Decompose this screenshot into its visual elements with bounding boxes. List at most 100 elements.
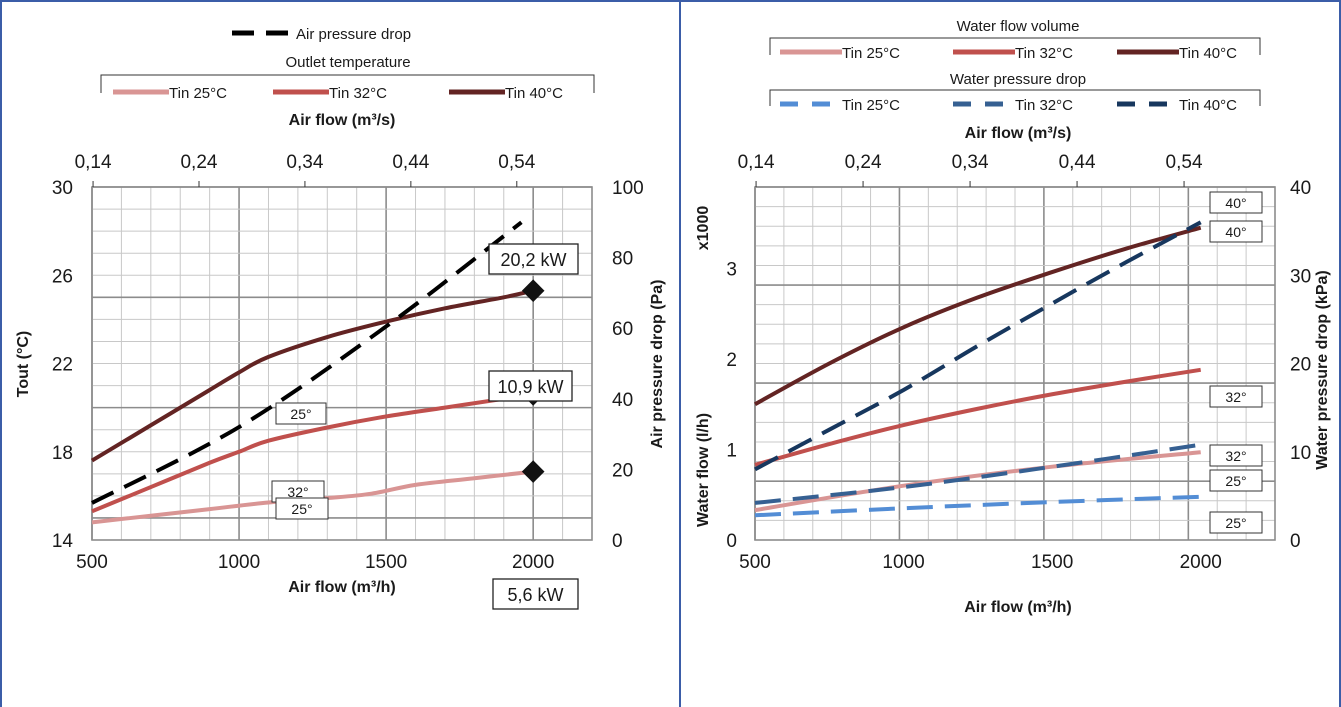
y-right-tick-label: 10: [1290, 443, 1311, 464]
x-bottom-tick-label: 1000: [882, 552, 924, 573]
y-right-tick-label: 80: [612, 249, 633, 270]
x-top-tick-label: 0,14: [75, 152, 112, 173]
x-bottom-tick-label: 2000: [1180, 552, 1222, 573]
x-bottom-tick-label: 500: [76, 552, 108, 573]
y-left-tick-label: 22: [52, 355, 73, 376]
y-left-axis-title: Water flow (l/h): [695, 413, 712, 527]
capacity-marker: [521, 279, 545, 303]
curve-tag: 32°: [1225, 448, 1246, 464]
series-line-water-flow: [754, 225, 1202, 406]
legend-label-water-flow: Tin 32°C: [1015, 45, 1073, 62]
water-flow-chart: Water flow volume Tin 25°C Tin 32°C Tin 40°…: [695, 18, 1331, 616]
legend-title-water-pressure-drop: Water pressure drop: [950, 71, 1086, 88]
series-line-outlet-temp: [90, 288, 534, 463]
capacity-callout-box: [492, 578, 579, 610]
y-left-multiplier: x1000: [695, 206, 712, 251]
x-bottom-tick-label: 500: [739, 552, 771, 573]
series-line-water-pressure-drop: [754, 220, 1202, 472]
curve-tag-box: [1209, 191, 1263, 214]
x-bottom-tick-label: 1500: [365, 552, 407, 573]
x-top-tick-label: 0,34: [286, 152, 323, 173]
y-right-tick-label: 30: [1290, 266, 1311, 287]
x-top-tick-label: 0,34: [952, 152, 989, 173]
y-right-axis-title: Air pressure drop (Pa): [649, 280, 666, 449]
curve-tag-box: [1209, 511, 1263, 534]
x-top-tick-label: 0,24: [845, 152, 882, 173]
y-right-tick-label: 100: [612, 178, 644, 199]
curve-tag-box: [1209, 220, 1263, 243]
y-left-tick-label: 2: [726, 350, 737, 371]
curve-tag: 25°: [291, 501, 312, 517]
y-right-tick-label: 0: [1290, 531, 1301, 552]
legend-bracket: [769, 89, 1261, 106]
y-left-tick-label: 3: [726, 259, 737, 280]
y-right-axis-title: Water pressure drop (kPa): [1314, 270, 1331, 469]
y-right-tick-label: 40: [1290, 178, 1311, 199]
y-left-tick-label: 30: [52, 178, 73, 199]
capacity-callout-box: [488, 243, 579, 275]
series-line-water-pressure-drop: [754, 494, 1201, 518]
left-chart-panel: [0, 0, 680, 707]
x-top-tick-label: 0,54: [1166, 152, 1203, 173]
series-line-water-flow: [754, 367, 1202, 467]
x-bottom-axis-title: Air flow (m³/h): [288, 579, 396, 596]
x-bottom-tick-label: 1000: [218, 552, 260, 573]
y-right-tick-label: 60: [612, 319, 633, 340]
legend-title-water-flow-volume: Water flow volume: [957, 18, 1080, 35]
legend-bracket: [100, 74, 595, 93]
y-right-tick-label: 40: [612, 390, 633, 411]
x-top-tick-label: 0,24: [180, 152, 217, 173]
y-right-tick-label: 20: [612, 460, 633, 481]
curve-tag: 40°: [1225, 195, 1246, 211]
x-bottom-tick-label: 1500: [1031, 552, 1073, 573]
y-left-tick-label: 1: [726, 440, 737, 461]
legend-bracket: [769, 37, 1261, 55]
y-left-tick-label: 26: [52, 266, 73, 287]
capacity-callout-label: 5,6 kW: [507, 585, 563, 605]
capacity-callout-label: 20,2 kW: [500, 250, 566, 270]
y-right-tick-label: 0: [612, 531, 623, 552]
curve-tag-box: [1209, 469, 1263, 492]
outlet-temperature-chart: Air pressure drop Outlet temperature Tin 2…: [15, 26, 666, 610]
legend-label-outlet-temp: Tin 32°C: [329, 85, 387, 102]
y-right-tick-label: 20: [1290, 355, 1311, 376]
series-line-air-pressure-drop: [91, 220, 523, 505]
x-bottom-tick-label: 2000: [512, 552, 554, 573]
y-left-axis-title: Tout (°C): [15, 331, 32, 398]
y-left-tick-label: 14: [52, 531, 74, 552]
legend-label-air-pressure-drop: Air pressure drop: [296, 26, 411, 43]
legend-title-outlet-temperature: Outlet temperature: [285, 54, 410, 71]
curve-tag-box: [1209, 385, 1263, 408]
y-left-tick-label: 18: [52, 443, 73, 464]
capacity-callout-box: [488, 370, 573, 402]
legend-label-water-flow: Tin 25°C: [842, 45, 900, 62]
curve-tag: 25°: [1225, 515, 1246, 531]
legend-label-water-pressure-drop: Tin 40°C: [1179, 97, 1237, 114]
capacity-marker: [521, 460, 545, 483]
x-top-tick-label: 0,14: [738, 152, 775, 173]
x-top-tick-label: 0,44: [392, 152, 429, 173]
curve-tag: 32°: [1225, 389, 1246, 405]
x-top-tick-label: 0,54: [498, 152, 535, 173]
series-line-water-flow: [754, 450, 1201, 513]
curve-tag: 25°: [290, 406, 311, 422]
curve-tag: 25°: [1225, 473, 1246, 489]
legend-label-outlet-temp: Tin 40°C: [505, 85, 563, 102]
series-line-outlet-temp: [91, 392, 534, 514]
series-line-water-pressure-drop: [754, 442, 1202, 505]
legend-label-water-pressure-drop: Tin 25°C: [842, 97, 900, 114]
curve-tag: 32°: [287, 484, 308, 500]
curve-tag-box: [275, 497, 329, 520]
x-top-axis-title: Air flow (m³/s): [289, 112, 396, 129]
right-chart-panel: [680, 0, 1341, 707]
x-top-axis-title: Air flow (m³/s): [965, 125, 1072, 142]
y-left-tick-label: 0: [726, 531, 737, 552]
x-bottom-axis-title: Air flow (m³/h): [964, 599, 1072, 616]
legend-label-water-flow: Tin 40°C: [1179, 45, 1237, 62]
capacity-callout-label: 10,9 kW: [497, 377, 563, 397]
legend-label-outlet-temp: Tin 25°C: [169, 85, 227, 102]
curve-tag: 40°: [1225, 224, 1246, 240]
curve-tag-box: [1209, 444, 1263, 467]
plot-area-border: [91, 186, 593, 541]
plot-area-border: [754, 186, 1276, 541]
